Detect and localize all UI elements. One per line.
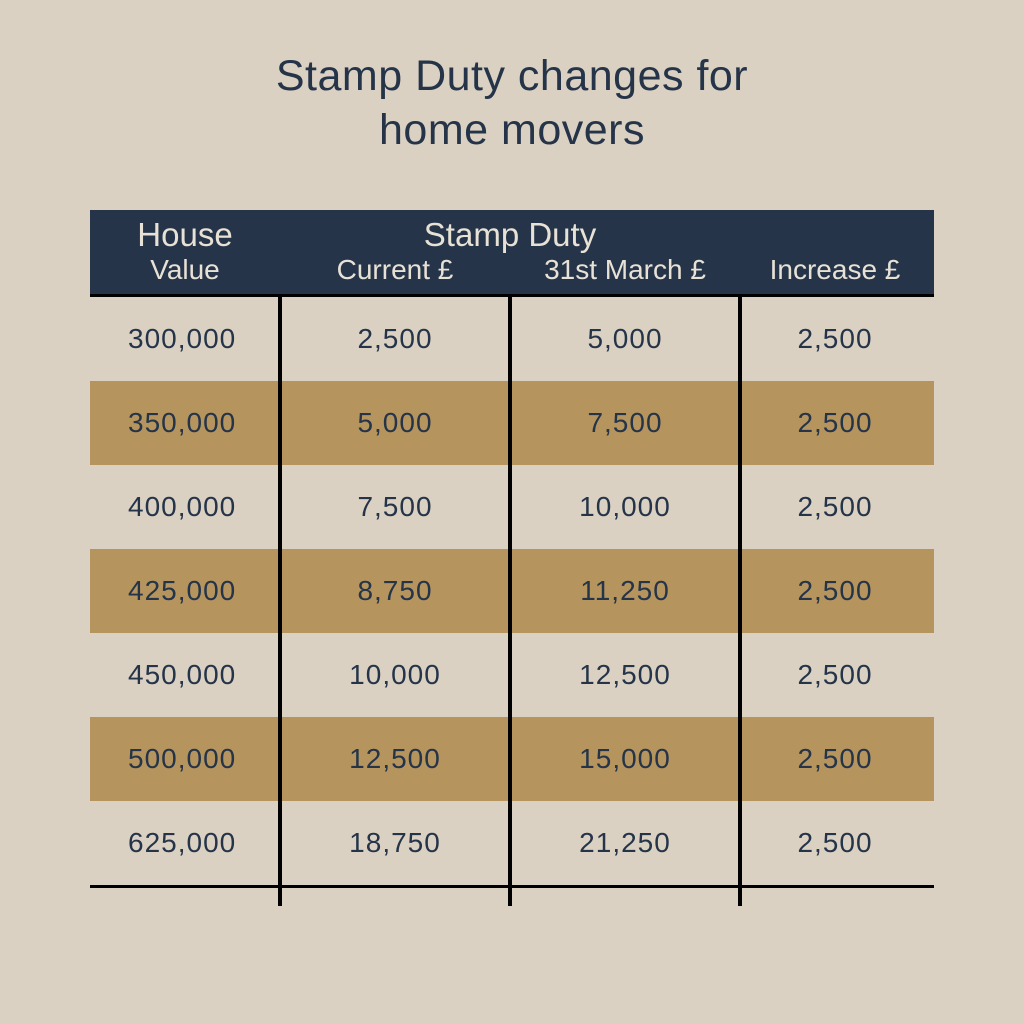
header-current: Current £ (280, 254, 510, 294)
cell-increase: 2,500 (740, 827, 930, 859)
table-row: 400,000 7,500 10,000 2,500 (90, 465, 934, 549)
cell-current: 8,750 (280, 575, 510, 607)
cell-march: 10,000 (510, 491, 740, 523)
table-row: 300,000 2,500 5,000 2,500 (90, 297, 934, 381)
stamp-duty-table: House Stamp Duty Value Current £ 31st Ma… (90, 210, 934, 888)
table-body: 300,000 2,500 5,000 2,500 350,000 5,000 … (90, 297, 934, 888)
table-row: 350,000 5,000 7,500 2,500 (90, 381, 934, 465)
cell-march: 21,250 (510, 827, 740, 859)
cell-increase: 2,500 (740, 407, 930, 439)
cell-value: 400,000 (90, 491, 280, 523)
cell-value: 500,000 (90, 743, 280, 775)
table-row: 500,000 12,500 15,000 2,500 (90, 717, 934, 801)
cell-value: 350,000 (90, 407, 280, 439)
cell-march: 5,000 (510, 323, 740, 355)
header-march: 31st March £ (510, 254, 740, 294)
header-house: House (90, 210, 280, 254)
table-row: 625,000 18,750 21,250 2,500 (90, 801, 934, 885)
header-blank (740, 210, 930, 254)
table-row: 450,000 10,000 12,500 2,500 (90, 633, 934, 717)
cell-march: 11,250 (510, 575, 740, 607)
table-header: House Stamp Duty Value Current £ 31st Ma… (90, 210, 934, 297)
header-stamp-duty: Stamp Duty (280, 210, 740, 254)
cell-value: 425,000 (90, 575, 280, 607)
cell-current: 18,750 (280, 827, 510, 859)
cell-march: 12,500 (510, 659, 740, 691)
title-line-1: Stamp Duty changes for (276, 52, 748, 100)
page-title: Stamp Duty changes for home movers (90, 50, 934, 158)
table-row: 425,000 8,750 11,250 2,500 (90, 549, 934, 633)
cell-march: 15,000 (510, 743, 740, 775)
cell-increase: 2,500 (740, 491, 930, 523)
cell-increase: 2,500 (740, 659, 930, 691)
cell-current: 2,500 (280, 323, 510, 355)
cell-value: 450,000 (90, 659, 280, 691)
cell-increase: 2,500 (740, 323, 930, 355)
table-bottom-border (90, 885, 934, 888)
header-value: Value (90, 254, 280, 294)
cell-current: 10,000 (280, 659, 510, 691)
cell-increase: 2,500 (740, 575, 930, 607)
cell-current: 12,500 (280, 743, 510, 775)
cell-increase: 2,500 (740, 743, 930, 775)
header-increase: Increase £ (740, 254, 930, 294)
title-line-2: home movers (379, 106, 645, 154)
cell-current: 5,000 (280, 407, 510, 439)
cell-value: 300,000 (90, 323, 280, 355)
cell-current: 7,500 (280, 491, 510, 523)
cell-march: 7,500 (510, 407, 740, 439)
cell-value: 625,000 (90, 827, 280, 859)
